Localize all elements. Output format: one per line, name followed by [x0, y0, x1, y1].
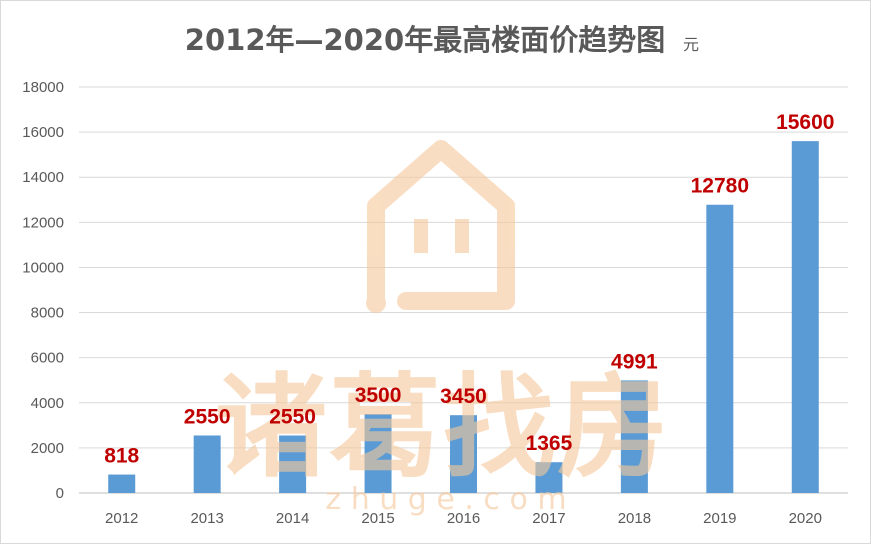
y-tick-label: 4000	[31, 395, 64, 412]
house-logo-dot-icon	[366, 293, 386, 313]
bar	[791, 141, 819, 493]
bar	[620, 380, 648, 493]
bar	[364, 414, 392, 493]
data-label: 3500	[355, 384, 402, 407]
x-tick-label: 2012	[105, 510, 138, 527]
y-tick-label: 14000	[22, 169, 64, 186]
bar	[279, 435, 307, 493]
x-tick-label: 2014	[276, 510, 309, 527]
x-axis-ticks: 2012 2013 2014 2015 2016 2017 2018 2019 2020	[105, 510, 822, 527]
data-label: 818	[104, 445, 139, 468]
x-tick-label: 2016	[447, 510, 480, 527]
watermark-brand: 诸葛找房	[215, 363, 671, 493]
y-tick-label: 16000	[22, 124, 64, 141]
y-tick-label: 18000	[22, 79, 64, 96]
chart-title-group: 2012年—2020年最高楼面价趋势图 元	[185, 23, 699, 57]
y-tick-label: 6000	[31, 350, 64, 367]
data-label: 3450	[440, 385, 487, 408]
y-tick-label: 10000	[22, 259, 64, 276]
bar	[706, 204, 734, 494]
x-tick-label: 2019	[703, 510, 736, 527]
y-tick-label: 0	[56, 485, 64, 502]
x-tick-label: 2015	[361, 510, 394, 527]
x-tick-label: 2017	[532, 510, 565, 527]
house-logo-window-icon	[455, 219, 469, 253]
data-label: 15600	[776, 111, 834, 134]
y-tick-label: 8000	[31, 305, 64, 322]
bars	[108, 141, 819, 494]
data-label: 4991	[611, 350, 658, 373]
data-label: 1365	[526, 432, 573, 455]
x-tick-label: 2013	[190, 510, 223, 527]
bar	[193, 435, 221, 493]
x-tick-label: 2018	[618, 510, 651, 527]
y-axis-ticks: 0 2000 4000 6000 8000 10000 12000 14000 16000 180…	[22, 79, 64, 502]
house-logo-icon	[367, 140, 515, 310]
chart-title: 2012年—2020年最高楼面价趋势图	[185, 23, 665, 57]
data-label: 2550	[184, 405, 231, 428]
bar	[535, 462, 563, 493]
house-logo-window-icon	[414, 219, 428, 253]
bar	[108, 474, 136, 493]
watermark-domain: z h u g e . c o m	[325, 482, 566, 517]
bar	[450, 415, 477, 493]
x-tick-label: 2020	[789, 510, 822, 527]
data-label: 12780	[691, 175, 749, 198]
y-tick-label: 12000	[22, 214, 64, 231]
chart-title-unit: 元	[683, 35, 699, 54]
data-label: 2550	[269, 405, 316, 428]
data-labels: 818 2550 2550 3500 3450 1365 4991 12780 15600	[104, 111, 834, 467]
y-tick-label: 2000	[31, 440, 64, 457]
